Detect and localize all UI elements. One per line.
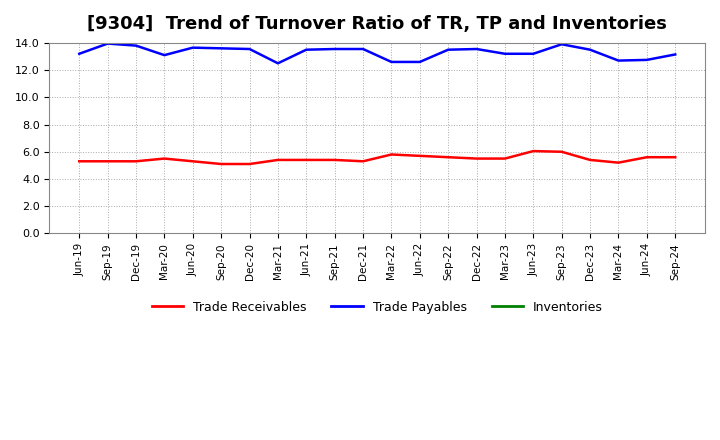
Trade Receivables <box>529 148 538 154</box>
Trade Payables <box>189 45 197 50</box>
Trade Receivables <box>189 159 197 164</box>
Trade Payables <box>330 46 339 51</box>
Trade Payables <box>614 58 623 63</box>
Trade Receivables <box>472 156 481 161</box>
Trade Receivables <box>330 157 339 162</box>
Line: Trade Payables: Trade Payables <box>79 44 675 63</box>
Trade Receivables <box>160 156 168 161</box>
Trade Payables <box>302 47 310 52</box>
Trade Receivables <box>132 159 140 164</box>
Trade Payables <box>387 59 396 65</box>
Legend: Trade Receivables, Trade Payables, Inventories: Trade Receivables, Trade Payables, Inven… <box>147 296 608 319</box>
Trade Payables <box>444 47 452 52</box>
Trade Payables <box>75 51 84 56</box>
Trade Payables <box>160 52 168 58</box>
Trade Payables <box>529 51 538 56</box>
Trade Payables <box>500 51 509 56</box>
Trade Payables <box>359 46 367 51</box>
Trade Receivables <box>444 154 452 160</box>
Trade Payables <box>246 46 254 51</box>
Trade Receivables <box>75 159 84 164</box>
Trade Receivables <box>387 152 396 157</box>
Trade Payables <box>557 42 566 47</box>
Trade Receivables <box>586 157 595 162</box>
Trade Payables <box>415 59 424 65</box>
Trade Payables <box>274 61 282 66</box>
Title: [9304]  Trend of Turnover Ratio of TR, TP and Inventories: [9304] Trend of Turnover Ratio of TR, TP… <box>87 15 667 33</box>
Trade Payables <box>104 41 112 46</box>
Trade Receivables <box>104 159 112 164</box>
Trade Receivables <box>557 149 566 154</box>
Trade Receivables <box>217 161 225 167</box>
Trade Receivables <box>302 157 310 162</box>
Trade Receivables <box>274 157 282 162</box>
Trade Receivables <box>500 156 509 161</box>
Trade Receivables <box>614 160 623 165</box>
Trade Receivables <box>671 154 680 160</box>
Trade Receivables <box>246 161 254 167</box>
Trade Payables <box>642 57 651 62</box>
Trade Receivables <box>359 159 367 164</box>
Trade Payables <box>132 43 140 48</box>
Trade Receivables <box>415 153 424 158</box>
Trade Payables <box>217 46 225 51</box>
Trade Receivables <box>642 154 651 160</box>
Trade Payables <box>671 52 680 57</box>
Trade Payables <box>586 47 595 52</box>
Trade Payables <box>472 46 481 51</box>
Line: Trade Receivables: Trade Receivables <box>79 151 675 164</box>
